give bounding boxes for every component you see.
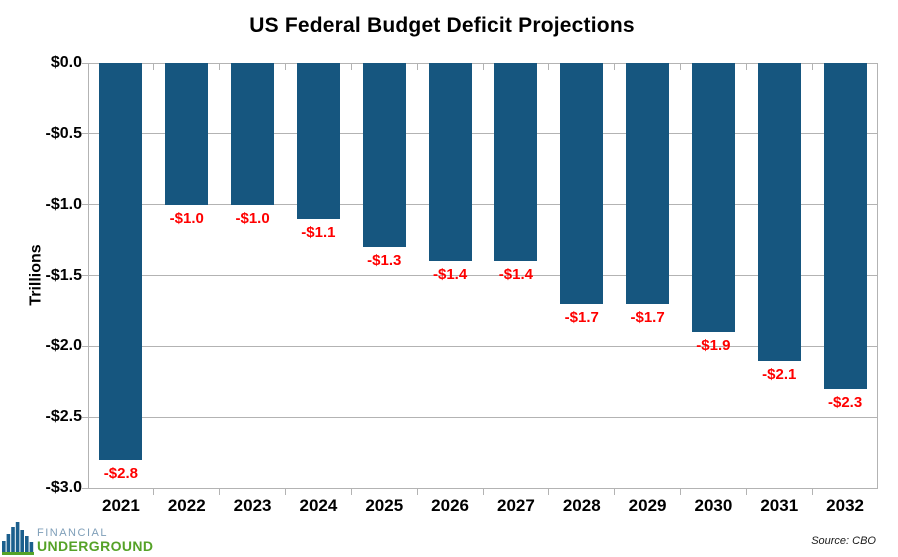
top-boundary-tick — [350, 63, 352, 70]
y-tick-label: -$2.5 — [45, 408, 82, 426]
bar-value-label: -$2.1 — [762, 365, 797, 383]
bar-value-label: -$1.7 — [630, 308, 665, 326]
x-tick-label: 2032 — [826, 496, 864, 515]
bar-2030 — [691, 63, 735, 333]
chart-title: US Federal Budget Deficit Projections — [249, 14, 635, 37]
bar-2023 — [231, 63, 275, 205]
bar-value-label: -$1.9 — [696, 337, 731, 355]
bar-2031 — [757, 63, 801, 361]
top-boundary-tick — [285, 63, 286, 70]
x-tick-label: 2027 — [496, 496, 535, 515]
bottom-boundary-tick — [811, 488, 813, 495]
top-boundary-tick — [416, 63, 418, 70]
bar-2024 — [296, 63, 340, 219]
logo-financial: FINANCIAL — [37, 526, 108, 539]
y-tick-label: -$2.0 — [45, 337, 82, 355]
bar-value-label: -$1.0 — [169, 209, 204, 227]
y-axis-tick — [82, 204, 88, 206]
bar-value-label: -$1.1 — [301, 223, 336, 241]
skyline-icon — [2, 522, 34, 555]
x-tick-label: 2026 — [431, 496, 469, 515]
y-tick-label: -$0.5 — [45, 124, 82, 142]
bar-2021 — [99, 63, 143, 460]
gridline — [88, 345, 878, 347]
top-boundary-tick — [548, 63, 550, 70]
top-boundary-tick — [745, 63, 747, 70]
top-boundary-tick — [482, 63, 484, 70]
x-tick-label: 2023 — [233, 496, 272, 515]
x-tick-label: 2021 — [101, 496, 140, 515]
bar-value-label: -$1.4 — [432, 266, 468, 284]
bar-2032 — [823, 63, 867, 389]
logo: FINANCIAL UNDERGROUND — [2, 522, 153, 555]
bar-2027 — [494, 63, 538, 262]
bar-value-label: -$1.3 — [367, 252, 402, 270]
x-tick-label: 2031 — [760, 496, 799, 515]
y-tick-label: -$1.5 — [45, 266, 82, 284]
bottom-boundary-tick — [285, 488, 286, 495]
top-boundary-tick — [680, 63, 681, 70]
gridline — [88, 275, 878, 276]
logo-text: FINANCIAL UNDERGROUND — [37, 526, 154, 555]
x-tick-label: 2024 — [299, 496, 338, 515]
bottom-boundary-tick — [153, 488, 155, 495]
bar-value-label: -$2.8 — [103, 464, 139, 482]
y-axis-tick — [82, 275, 88, 276]
top-boundary-tick — [811, 63, 813, 70]
bottom-boundary-tick — [219, 488, 221, 495]
y-axis-line — [88, 63, 89, 488]
y-axis-tick — [82, 133, 88, 135]
gridline — [88, 133, 878, 135]
gridline — [88, 416, 878, 418]
y-axis-tick — [82, 416, 88, 418]
y-axis-tick — [82, 62, 88, 64]
bar-2026 — [428, 63, 472, 262]
y-axis-tick — [82, 345, 88, 347]
gridline — [88, 204, 878, 206]
source-note: Source: CBO — [811, 535, 876, 547]
bar-value-label: -$1.4 — [498, 266, 534, 284]
y-axis-tick — [82, 487, 88, 489]
bottom-boundary-tick — [614, 488, 616, 495]
plot-right-border — [877, 63, 878, 488]
bar-value-label: -$2.3 — [827, 393, 863, 411]
bottom-boundary-tick — [416, 488, 418, 495]
top-boundary-tick — [153, 63, 155, 70]
bottom-boundary-tick — [482, 488, 484, 495]
x-tick-label: 2025 — [365, 496, 404, 515]
logo-underground: UNDERGROUND — [37, 538, 154, 555]
x-tick-label: 2029 — [628, 496, 667, 515]
x-tick-label: 2028 — [562, 496, 601, 515]
bar-2029 — [626, 63, 670, 304]
top-boundary-tick — [614, 63, 616, 70]
x-tick-label: 2030 — [694, 496, 733, 515]
bottom-boundary-tick — [745, 488, 747, 495]
bottom-boundary-tick — [548, 488, 550, 495]
plot-area: $0.0 -$0.5 -$1.0 -$1.5 -$2.0 -$2.5 -$3.0 -$2.8 2… — [46, 54, 878, 515]
bar-value-label: -$1.7 — [564, 308, 599, 326]
y-tick-label: $0.0 — [50, 54, 82, 71]
x-tick-label: 2022 — [167, 496, 206, 515]
bar-value-label: -$1.0 — [235, 209, 270, 227]
bottom-boundary-tick — [350, 488, 352, 495]
y-tick-label: -$1.0 — [45, 195, 82, 213]
bar-2028 — [560, 63, 604, 304]
y-tick-label: -$3.0 — [45, 479, 82, 496]
bar-2025 — [362, 63, 406, 248]
bar-2022 — [165, 63, 209, 205]
top-boundary-tick — [219, 63, 221, 70]
bottom-boundary-tick — [680, 488, 681, 495]
